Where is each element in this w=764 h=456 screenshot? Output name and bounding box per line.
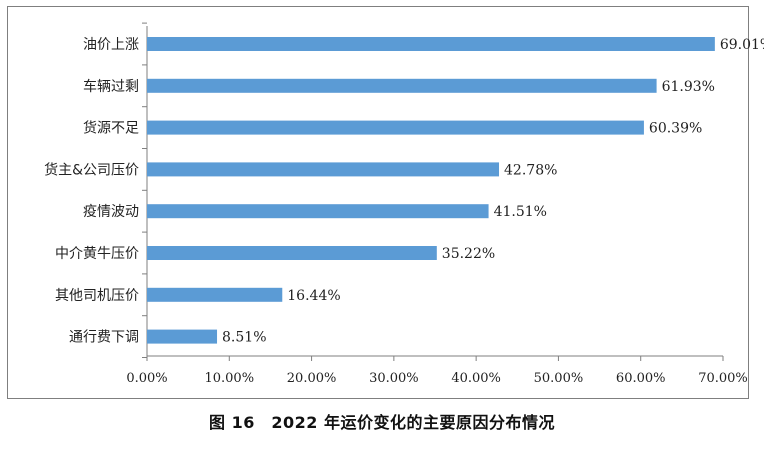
bar	[147, 162, 500, 177]
bar-chart: 0.00% 10.00% 20.00% 30.00% 40.00% 50.00% 60.00…	[44, 22, 764, 386]
bar	[147, 78, 657, 93]
value-label: 61.93%	[662, 79, 715, 95]
category-label: 货源不足	[83, 120, 139, 137]
x-tick-label: 10.00%	[204, 371, 254, 386]
chart-caption: 图 16 2022 年运价变化的主要原因分布情况	[209, 413, 555, 432]
bar	[147, 204, 489, 219]
x-tick-label: 30.00%	[369, 371, 419, 386]
bar	[147, 246, 437, 260]
category-label: 通行费下调	[69, 330, 139, 346]
value-label: 41.51%	[494, 204, 547, 220]
x-tick-label: 20.00%	[287, 371, 337, 386]
x-tick-label: 40.00%	[451, 371, 501, 386]
bar	[147, 287, 283, 302]
category-label: 车辆过剩	[83, 78, 139, 95]
x-tick-label: 50.00%	[534, 371, 584, 386]
category-label: 疫情波动	[83, 204, 139, 220]
x-tick-label: 60.00%	[616, 371, 666, 386]
bar	[147, 329, 218, 344]
category-label: 其他司机压价	[55, 288, 139, 304]
value-label: 8.51%	[222, 330, 266, 346]
category-label: 油价上涨	[83, 37, 139, 53]
value-label: 42.78%	[504, 162, 557, 178]
value-label: 60.39%	[649, 121, 702, 137]
category-label: 中介黄牛压价	[55, 245, 139, 262]
chart-frame	[7, 6, 749, 399]
bar	[147, 37, 715, 51]
bar	[147, 120, 644, 135]
value-label: 16.44%	[287, 288, 340, 304]
value-label: 69.01%	[720, 37, 764, 53]
x-tick-label: 0.00%	[126, 371, 167, 386]
value-label: 35.22%	[442, 246, 495, 262]
x-tick-label: 70.00%	[698, 371, 748, 386]
category-label: 货主&公司压价	[44, 161, 139, 178]
